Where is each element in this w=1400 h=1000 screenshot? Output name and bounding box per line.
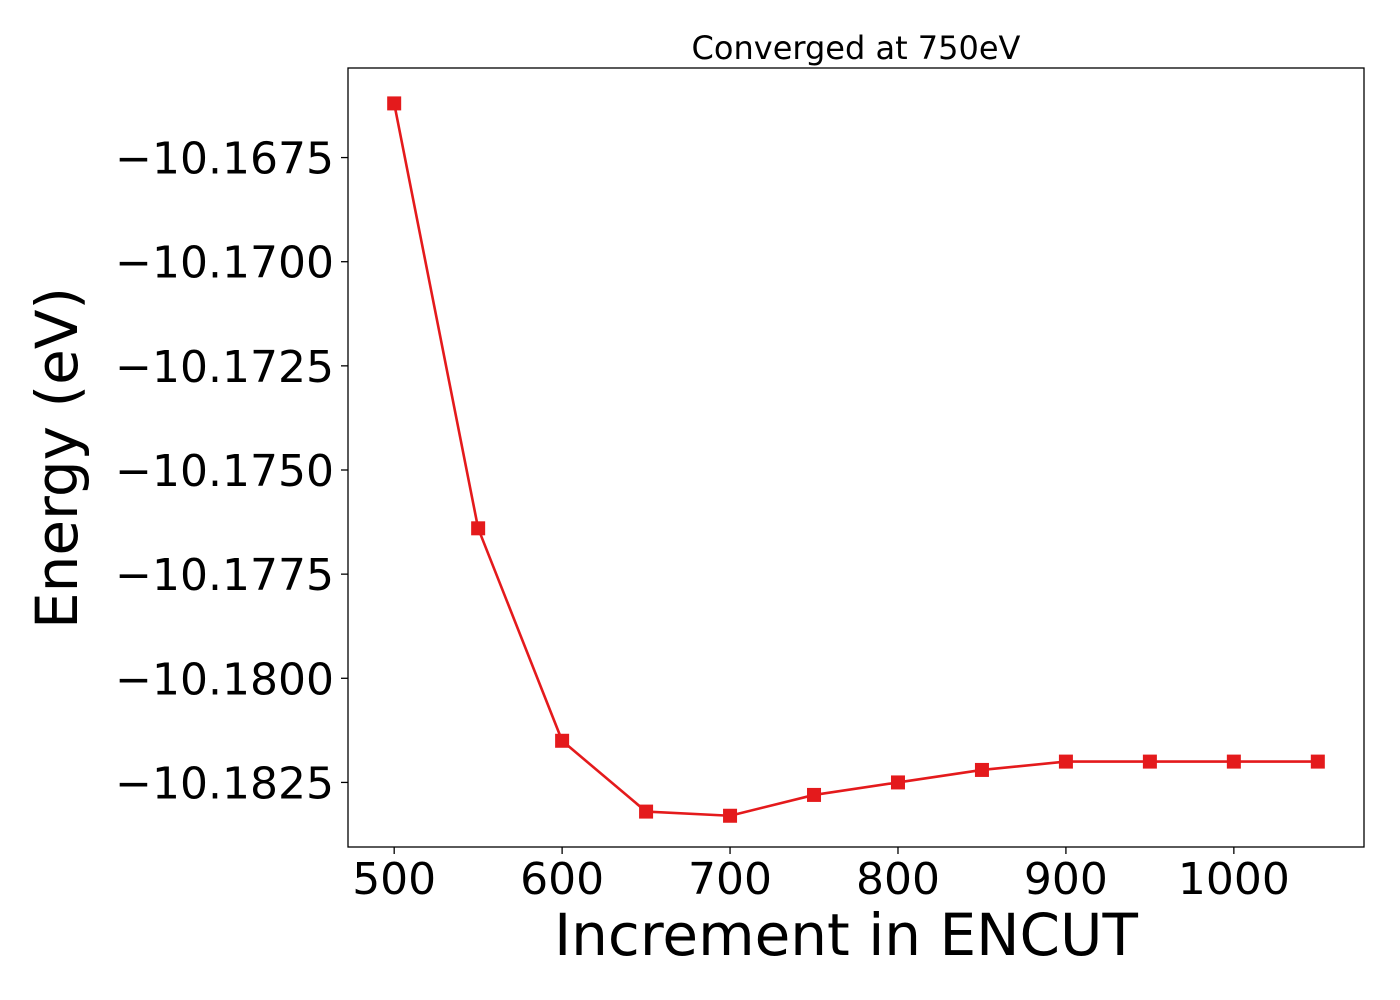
y-tick-label: −10.1800 <box>115 654 334 705</box>
data-point-marker <box>471 521 486 536</box>
x-tick-label: 600 <box>520 854 604 905</box>
x-tick-label: 900 <box>1024 854 1108 905</box>
data-point-marker <box>1142 754 1157 769</box>
data-point-marker <box>890 775 905 790</box>
x-axis-ticks: 500 600 700 800 900 1000 <box>352 847 1290 905</box>
data-point-marker <box>974 762 989 777</box>
data-point-marker <box>1226 754 1241 769</box>
series-layer <box>387 96 1325 823</box>
x-axis-label: Increment in ENCUT <box>554 901 1138 969</box>
y-tick-label: −10.1725 <box>115 342 334 393</box>
y-tick-label: −10.1775 <box>115 550 334 601</box>
data-point-marker <box>639 804 654 819</box>
x-tick-label: 700 <box>688 854 772 905</box>
y-tick-label: −10.1750 <box>115 446 334 497</box>
x-tick-label: 500 <box>352 854 436 905</box>
data-point-marker <box>1310 754 1325 769</box>
y-tick-label: −10.1700 <box>115 238 334 289</box>
x-tick-label: 1000 <box>1178 854 1290 905</box>
series-line <box>392 103 1318 818</box>
data-point-marker <box>1058 754 1073 769</box>
data-point-marker <box>387 96 402 111</box>
y-tick-label: −10.1675 <box>115 134 334 185</box>
data-point-marker <box>807 787 822 802</box>
plot-area-frame <box>347 67 1365 848</box>
y-tick-label: −10.1825 <box>115 758 334 809</box>
data-point-marker <box>555 733 570 748</box>
y-axis-ticks: −10.1825 −10.1800 −10.1775 −10.1750 −10.1725… <box>115 134 348 809</box>
chart-title: Converged at 750eV <box>692 29 1021 67</box>
y-axis-label: Energy (eV) <box>23 287 91 629</box>
x-tick-label: 800 <box>856 854 940 905</box>
data-point-marker <box>723 808 738 823</box>
